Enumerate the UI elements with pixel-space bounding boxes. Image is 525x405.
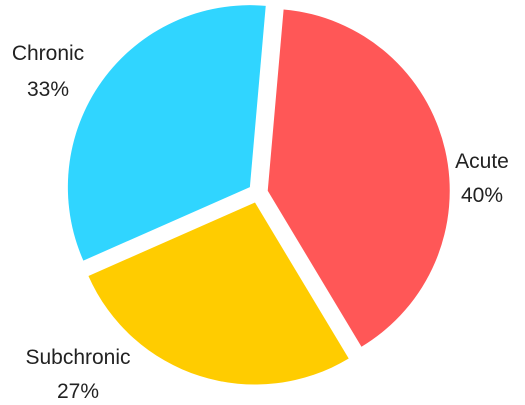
slice-label-chronic: Chronic <box>12 42 84 65</box>
pie-slice-chronic <box>67 5 266 261</box>
pie-slice-acute <box>267 9 450 347</box>
slice-value-subchronic: 27% <box>57 380 99 403</box>
slice-value-chronic: 33% <box>27 78 69 101</box>
slice-value-acute: 40% <box>461 184 503 207</box>
pie-labels: Acute 40% Subchronic 27% Chronic 33% <box>12 42 509 403</box>
slice-label-subchronic: Subchronic <box>25 346 130 369</box>
pie-slices <box>67 5 450 385</box>
slice-label-acute: Acute <box>455 150 509 173</box>
pie-slice-subchronic <box>88 202 349 385</box>
